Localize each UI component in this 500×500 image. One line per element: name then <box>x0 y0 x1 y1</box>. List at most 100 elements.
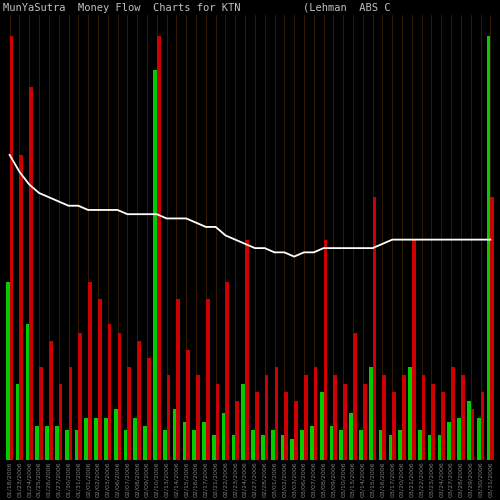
Bar <box>334 376 337 460</box>
Bar <box>222 414 226 460</box>
Bar <box>261 434 264 460</box>
Bar <box>350 414 353 460</box>
Bar <box>382 376 386 460</box>
Bar <box>147 358 150 460</box>
Bar <box>10 36 14 460</box>
Bar <box>372 197 376 460</box>
Bar <box>490 197 494 460</box>
Bar <box>78 333 82 460</box>
Bar <box>216 384 220 460</box>
Bar <box>467 400 470 460</box>
Bar <box>330 426 334 460</box>
Bar <box>280 434 284 460</box>
Bar <box>264 376 268 460</box>
Bar <box>58 384 62 460</box>
Bar <box>118 333 122 460</box>
Bar <box>6 282 10 460</box>
Bar <box>206 299 210 460</box>
Bar <box>16 384 20 460</box>
Bar <box>94 418 98 460</box>
Bar <box>104 418 108 460</box>
Bar <box>369 367 372 460</box>
Bar <box>108 324 112 460</box>
Bar <box>226 282 229 460</box>
Bar <box>378 430 382 460</box>
Bar <box>84 418 88 460</box>
Bar <box>432 384 435 460</box>
Bar <box>114 409 117 460</box>
Bar <box>26 324 30 460</box>
Bar <box>251 430 255 460</box>
Bar <box>284 392 288 460</box>
Bar <box>49 342 52 460</box>
Bar <box>461 376 464 460</box>
Bar <box>388 434 392 460</box>
Bar <box>232 434 235 460</box>
Bar <box>304 376 308 460</box>
Bar <box>36 426 39 460</box>
Bar <box>55 426 58 460</box>
Bar <box>30 87 33 460</box>
Bar <box>124 430 128 460</box>
Bar <box>157 36 160 460</box>
Bar <box>353 333 356 460</box>
Bar <box>402 376 406 460</box>
Bar <box>422 376 426 460</box>
Bar <box>418 430 422 460</box>
Bar <box>153 70 157 460</box>
Bar <box>274 367 278 460</box>
Bar <box>343 384 347 460</box>
Bar <box>88 282 92 460</box>
Bar <box>39 367 43 460</box>
Bar <box>74 430 78 460</box>
Bar <box>196 376 200 460</box>
Bar <box>290 439 294 460</box>
Bar <box>451 367 455 460</box>
Bar <box>134 418 137 460</box>
Bar <box>68 367 72 460</box>
Bar <box>255 392 258 460</box>
Bar <box>98 299 102 460</box>
Bar <box>236 400 239 460</box>
Bar <box>363 384 366 460</box>
Bar <box>20 155 23 460</box>
Bar <box>186 350 190 460</box>
Bar <box>324 240 328 460</box>
Bar <box>45 426 49 460</box>
Bar <box>242 384 245 460</box>
Bar <box>310 426 314 460</box>
Bar <box>392 392 396 460</box>
Bar <box>294 400 298 460</box>
Bar <box>166 376 170 460</box>
Bar <box>202 422 206 460</box>
Bar <box>442 392 445 460</box>
Bar <box>137 342 141 460</box>
Bar <box>448 422 451 460</box>
Bar <box>428 434 432 460</box>
Bar <box>359 430 363 460</box>
Bar <box>480 392 484 460</box>
Bar <box>128 367 131 460</box>
Bar <box>192 430 196 460</box>
Bar <box>477 418 480 460</box>
Bar <box>176 299 180 460</box>
Bar <box>398 430 402 460</box>
Bar <box>172 409 176 460</box>
Bar <box>65 430 68 460</box>
Bar <box>163 430 166 460</box>
Bar <box>300 430 304 460</box>
Bar <box>470 409 474 460</box>
Bar <box>457 418 461 460</box>
Bar <box>182 422 186 460</box>
Bar <box>320 392 324 460</box>
Bar <box>408 367 412 460</box>
Bar <box>412 240 416 460</box>
Bar <box>144 426 147 460</box>
Bar <box>486 36 490 460</box>
Bar <box>340 430 343 460</box>
Bar <box>212 434 216 460</box>
Bar <box>438 434 442 460</box>
Text: MunYaSutra  Money Flow  Charts for KTN          (Lehman  ABS C: MunYaSutra Money Flow Charts for KTN (Le… <box>3 3 390 13</box>
Bar <box>314 367 318 460</box>
Bar <box>245 240 249 460</box>
